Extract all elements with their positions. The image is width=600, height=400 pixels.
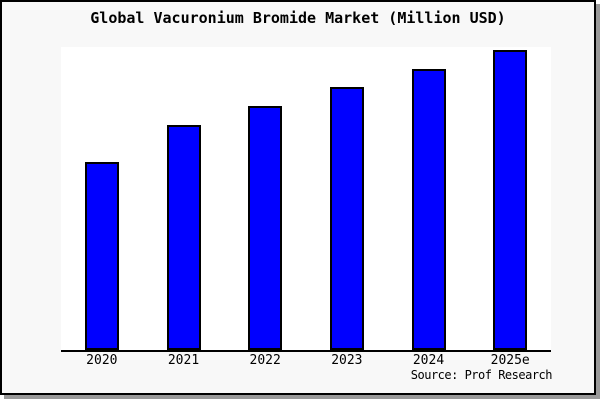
x-tick-label-2021: 2021: [167, 353, 200, 368]
x-tick-label-2020: 2020: [86, 353, 118, 368]
bar-2023: [329, 87, 364, 350]
bar-2024: [411, 69, 446, 350]
bar-2021: [166, 125, 201, 350]
x-tick-label-2023: 2023: [331, 353, 363, 368]
bar-slot-2020: [61, 47, 143, 350]
chart-title: Global Vacuronium Bromide Market (Millio…: [90, 9, 506, 27]
bar-slot-2025e: [469, 47, 551, 350]
bars-container: [61, 47, 551, 350]
x-tick-label-2022: 2022: [249, 353, 281, 368]
source-note: Source: Prof Research: [410, 368, 553, 382]
bar-slot-2022: [224, 47, 306, 350]
bar-2022: [248, 106, 283, 350]
x-tick-label-2024: 2024: [412, 353, 445, 368]
bar-slot-2021: [143, 47, 225, 350]
bar-slot-2023: [306, 47, 388, 350]
plot-area: [61, 47, 551, 352]
bar-2025e: [493, 50, 528, 350]
x-axis-labels: 2020 2021 2022 2023 2024 2025e: [61, 354, 551, 368]
x-tick-label-2025e: 2025e: [490, 353, 530, 368]
bar-2020: [84, 162, 119, 350]
bar-slot-2024: [388, 47, 470, 350]
